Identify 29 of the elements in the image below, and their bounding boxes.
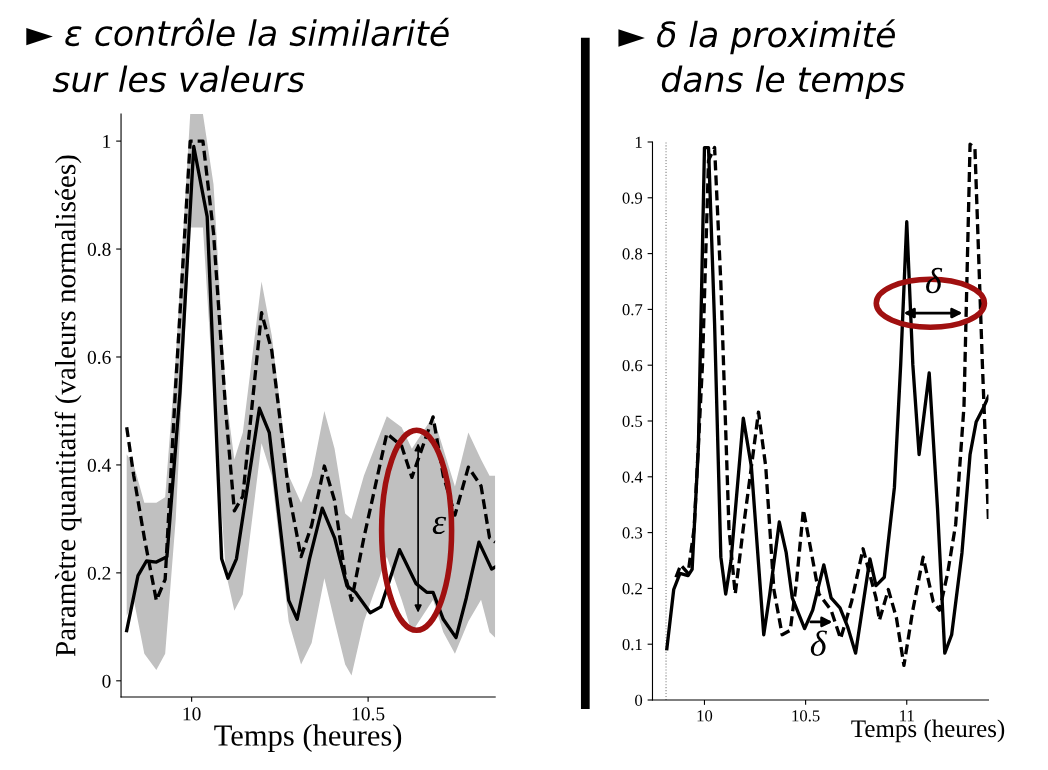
x-tick-label: 10.5	[792, 710, 820, 722]
x-axis-title: Temps (heures)	[851, 719, 1005, 743]
y-tick-label: 0.8	[87, 242, 111, 257]
y-tick-label: 0.5	[622, 415, 643, 428]
y-axis-title: Paramètre quantitatif (valeurs normalisées)	[54, 155, 82, 657]
y-tick-label: 0.6	[87, 350, 111, 365]
x-tick-label: 10	[183, 707, 201, 721]
annotation: δ	[810, 630, 827, 657]
y-tick-label: 0.2	[622, 583, 642, 595]
y-tick-label: 0.4	[87, 458, 112, 472]
y-tick-label: 0.2	[87, 566, 111, 580]
annotation: ε	[432, 516, 447, 535]
y-tick-label: 1	[635, 136, 642, 148]
chart-title: ► ε contrôle la similarité sur les valeurs	[26, 17, 449, 93]
y-tick-label: 0.9	[622, 192, 643, 204]
y-tick-label: 0.6	[622, 359, 643, 372]
y-tick-label: 0.8	[622, 248, 643, 260]
x-tick-label: 10	[697, 710, 713, 722]
y-tick-label: 0	[635, 694, 643, 706]
chart-title: ► δ la proximité dans le temps	[618, 19, 905, 100]
y-tick-label: 0.1	[622, 638, 642, 651]
x-axis-title: Temps (heures)	[214, 724, 402, 753]
y-tick-label: 0.3	[622, 527, 643, 539]
y-tick-label: 1	[103, 135, 111, 148]
y-tick-label: 0	[102, 674, 111, 688]
x-tick-label: 11	[900, 710, 914, 722]
y-tick-label: 0.7	[622, 304, 643, 316]
x-tick-label: 10.5	[352, 707, 385, 721]
y-tick-label: 0.4	[622, 471, 643, 483]
